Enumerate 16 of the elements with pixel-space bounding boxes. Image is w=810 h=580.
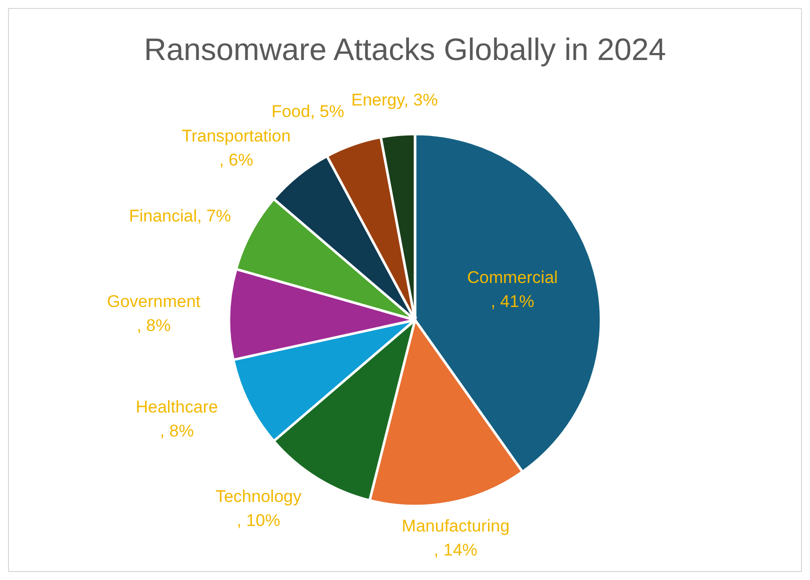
slice-label: Government xyxy=(106,292,201,312)
slice-label: Energy, 3% xyxy=(351,90,438,110)
slice-label: Technology xyxy=(215,487,302,506)
slice-label: Transportation xyxy=(182,126,291,146)
data-label: , 14% xyxy=(434,540,478,560)
slice-label: Financial, 7% xyxy=(128,206,232,226)
slice-label: Manufacturing xyxy=(402,516,510,536)
data-label: , 8% xyxy=(160,422,194,441)
data-label: , 41% xyxy=(490,292,534,311)
slice-label: Healthcare xyxy=(136,398,218,417)
data-label: , 10% xyxy=(236,511,280,530)
data-label: , 6% xyxy=(219,150,254,170)
data-label: , 8% xyxy=(136,316,171,336)
slice-label: Food, 5% xyxy=(271,102,344,122)
chart-title: Ransomware Attacks Globally in 2024 xyxy=(144,32,666,67)
slice-label: Commercial xyxy=(467,268,558,287)
